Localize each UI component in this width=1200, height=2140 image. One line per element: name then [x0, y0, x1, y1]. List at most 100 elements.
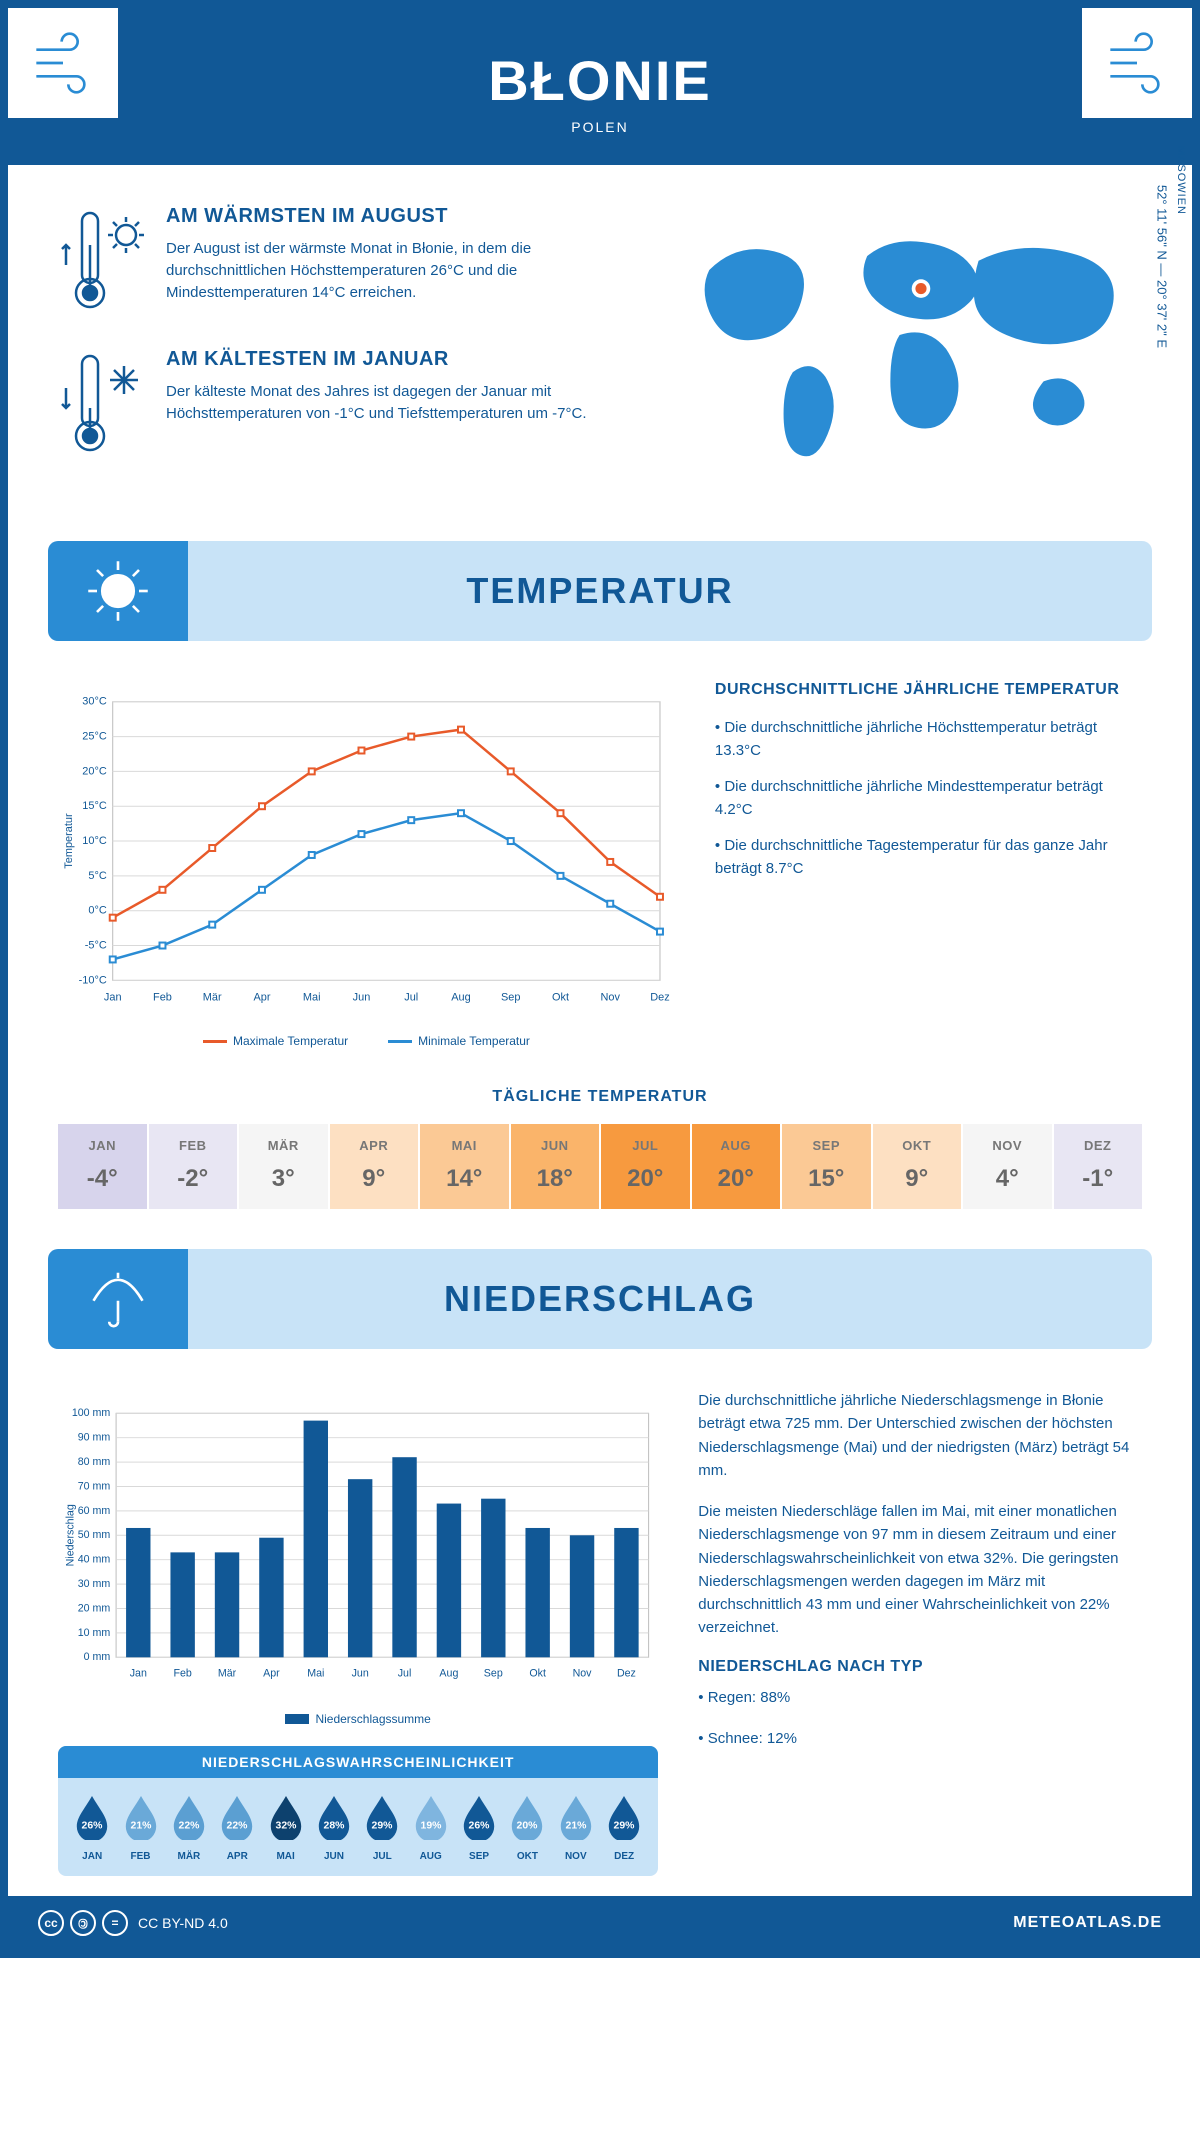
license-text: CC BY-ND 4.0 — [138, 1915, 228, 1931]
svg-text:Mär: Mär — [218, 1668, 237, 1680]
brand: METEOATLAS.DE — [1013, 1914, 1162, 1932]
svg-text:Feb: Feb — [173, 1668, 191, 1680]
svg-text:10 mm: 10 mm — [78, 1627, 111, 1639]
coordinates: 52° 11' 56" N — 20° 37' 2" E — [1155, 185, 1170, 348]
thermometer-sun-icon — [58, 205, 148, 320]
svg-text:25°C: 25°C — [82, 731, 107, 743]
svg-text:Feb: Feb — [153, 991, 172, 1003]
map-block: MASOWIEN 52° 11' 56" N — 20° 37' 2" E — [667, 205, 1142, 491]
svg-text:Nov: Nov — [601, 991, 621, 1003]
svg-text:Sep: Sep — [501, 991, 520, 1003]
wind-icon — [1082, 8, 1192, 118]
svg-text:-10°C: -10°C — [79, 974, 107, 986]
svg-text:40 mm: 40 mm — [78, 1554, 111, 1566]
daily-cell: JUL20° — [601, 1124, 692, 1209]
svg-text:90 mm: 90 mm — [78, 1432, 111, 1444]
svg-text:Niederschlag: Niederschlag — [64, 1504, 76, 1566]
svg-text:Apr: Apr — [253, 991, 270, 1003]
svg-text:Mai: Mai — [303, 991, 321, 1003]
wind-icon — [8, 8, 118, 118]
svg-text:26%: 26% — [82, 1820, 103, 1831]
prob-cell: 20%OKT — [503, 1792, 551, 1862]
svg-text:26%: 26% — [469, 1820, 490, 1831]
header: BŁONIE POLEN — [8, 8, 1192, 165]
svg-text:22%: 22% — [178, 1820, 199, 1831]
prob-cell: 26%JAN — [68, 1792, 116, 1862]
svg-text:19%: 19% — [420, 1820, 441, 1831]
svg-text:Jan: Jan — [104, 991, 122, 1003]
warmest-block: AM WÄRMSTEN IM AUGUST Der August ist der… — [58, 205, 627, 320]
daily-cell: MAI14° — [420, 1124, 511, 1209]
precip-legend: Niederschlagssumme — [58, 1712, 658, 1726]
prob-cell: 22%MÄR — [165, 1792, 213, 1862]
svg-text:100 mm: 100 mm — [72, 1407, 111, 1419]
svg-text:22%: 22% — [227, 1820, 248, 1831]
precipitation-bar-chart: 0 mm10 mm20 mm30 mm40 mm50 mm60 mm70 mm8… — [58, 1389, 658, 1699]
daily-cell: NOV4° — [963, 1124, 1054, 1209]
footer: cc 🄯 = CC BY-ND 4.0 METEOATLAS.DE — [8, 1896, 1192, 1950]
svg-text:20°C: 20°C — [82, 765, 107, 777]
svg-text:Nov: Nov — [573, 1668, 593, 1680]
svg-text:5°C: 5°C — [88, 870, 106, 882]
svg-text:Temperatur: Temperatur — [63, 813, 75, 869]
svg-text:Sep: Sep — [484, 1668, 503, 1680]
daily-temp-title: TÄGLICHE TEMPERATUR — [8, 1088, 1192, 1106]
temp-heading: TEMPERATUR — [188, 570, 1152, 612]
svg-text:20%: 20% — [517, 1820, 538, 1831]
warmest-text: Der August ist der wärmste Monat in Błon… — [166, 238, 627, 303]
daily-cell: AUG20° — [692, 1124, 783, 1209]
daily-cell: OKT9° — [873, 1124, 964, 1209]
daily-cell: FEB-2° — [149, 1124, 240, 1209]
prob-cell: 22%APR — [213, 1792, 261, 1862]
svg-text:Mai: Mai — [307, 1668, 324, 1680]
prob-cell: 28%JUN — [310, 1792, 358, 1862]
svg-text:Jun: Jun — [352, 1668, 369, 1680]
svg-text:28%: 28% — [324, 1820, 345, 1831]
svg-text:80 mm: 80 mm — [78, 1456, 111, 1468]
svg-text:29%: 29% — [372, 1820, 393, 1831]
svg-text:0 mm: 0 mm — [84, 1651, 111, 1663]
svg-text:Aug: Aug — [439, 1668, 458, 1680]
infographic-container: BŁONIE POLEN AM WÄRMSTEN IM AUGUST Der A… — [0, 0, 1200, 1958]
precip-probability-box: NIEDERSCHLAGSWAHRSCHEINLICHKEIT 26%JAN21… — [58, 1746, 658, 1876]
svg-text:10°C: 10°C — [82, 835, 107, 847]
prob-cell: 21%FEB — [116, 1792, 164, 1862]
svg-text:Dez: Dez — [617, 1668, 636, 1680]
temp-legend: Maximale Temperatur Minimale Temperatur — [58, 1034, 675, 1048]
svg-text:50 mm: 50 mm — [78, 1529, 111, 1541]
cc-icon: cc — [38, 1910, 64, 1936]
svg-text:Aug: Aug — [451, 991, 470, 1003]
svg-text:Jan: Jan — [130, 1668, 147, 1680]
prob-cell: 21%NOV — [552, 1792, 600, 1862]
intro-section: AM WÄRMSTEN IM AUGUST Der August ist der… — [8, 165, 1192, 521]
svg-text:Dez: Dez — [650, 991, 669, 1003]
city-title: BŁONIE — [28, 48, 1172, 113]
prob-cell: 29%DEZ — [600, 1792, 648, 1862]
svg-text:32%: 32% — [275, 1820, 296, 1831]
svg-text:Jul: Jul — [404, 991, 418, 1003]
nd-icon: = — [102, 1910, 128, 1936]
warmest-title: AM WÄRMSTEN IM AUGUST — [166, 205, 627, 228]
svg-text:Apr: Apr — [263, 1668, 280, 1680]
cc-icons: cc 🄯 = — [38, 1910, 128, 1936]
prob-cell: 19%AUG — [407, 1792, 455, 1862]
svg-text:21%: 21% — [130, 1820, 151, 1831]
prob-cell: 26%SEP — [455, 1792, 503, 1862]
svg-text:30°C: 30°C — [82, 696, 107, 708]
country-label: POLEN — [28, 119, 1172, 135]
svg-text:60 mm: 60 mm — [78, 1505, 111, 1517]
temp-summary: DURCHSCHNITTLICHE JÄHRLICHE TEMPERATUR •… — [715, 681, 1142, 1048]
svg-text:0°C: 0°C — [88, 905, 106, 917]
svg-text:30 mm: 30 mm — [78, 1578, 111, 1590]
svg-text:Mär: Mär — [203, 991, 222, 1003]
daily-cell: JAN-4° — [58, 1124, 149, 1209]
sun-icon — [48, 541, 188, 641]
thermometer-snow-icon — [58, 348, 148, 463]
svg-text:Okt: Okt — [552, 991, 569, 1003]
daily-temp-table: JAN-4°FEB-2°MÄR3°APR9°MAI14°JUN18°JUL20°… — [58, 1124, 1142, 1209]
svg-text:20 mm: 20 mm — [78, 1602, 111, 1614]
precip-section-header: NIEDERSCHLAG — [48, 1249, 1152, 1349]
region-label: MASOWIEN — [1175, 146, 1187, 215]
daily-cell: MÄR3° — [239, 1124, 330, 1209]
svg-text:21%: 21% — [565, 1820, 586, 1831]
